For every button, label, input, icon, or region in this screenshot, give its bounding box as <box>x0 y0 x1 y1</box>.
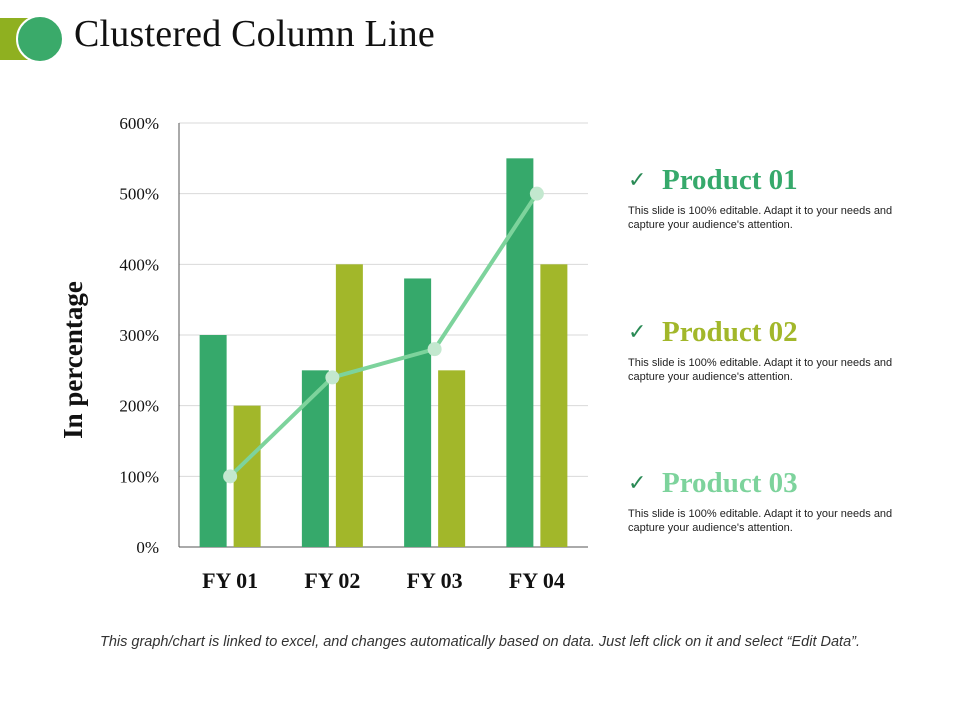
bar-product-02 <box>540 264 568 547</box>
point-product-03 <box>427 342 442 357</box>
bar-product-01 <box>199 335 227 547</box>
legend-label-product-02: Product 02 <box>662 315 798 348</box>
bar-product-02 <box>233 405 261 547</box>
legend-item-product-01: ✓ Product 01 This slide is 100% editable… <box>628 160 928 232</box>
clustered-column-line-chart: 0% 100% 200% 300% 400% 500% 600% In percentage F… <box>58 114 588 593</box>
bar-product-02 <box>438 370 466 547</box>
legend-label-product-01: Product 01 <box>662 163 798 196</box>
legend-item-product-02: ✓ Product 02 This slide is 100% editable… <box>628 312 928 384</box>
bar-product-01 <box>301 370 329 547</box>
page-title: Clustered Column Line <box>74 13 435 55</box>
y-tick-label: 100% <box>119 467 159 486</box>
line-product-03 <box>228 192 539 478</box>
point-product-03 <box>325 370 340 385</box>
footer-note: This graph/chart is linked to excel, and… <box>99 634 861 650</box>
x-tick-label: FY 01 <box>202 568 258 593</box>
y-tick-label: 400% <box>119 255 159 274</box>
point-product-03 <box>529 186 544 201</box>
check-icon: ✓ <box>628 470 647 496</box>
legend-desc-product-03: This slide is 100% editable. Adapt it to… <box>628 508 893 534</box>
y-axis-title: In percentage <box>58 281 88 439</box>
x-tick-label: FY 03 <box>407 568 463 593</box>
point-product-03 <box>223 469 238 484</box>
legend-desc-product-01: This slide is 100% editable. Adapt it to… <box>628 205 893 231</box>
legend-label-product-03: Product 03 <box>662 466 798 499</box>
check-icon: ✓ <box>628 167 647 193</box>
y-tick-label: 600% <box>119 114 159 133</box>
title-accent-circle <box>16 15 64 63</box>
bar-product-01 <box>404 278 432 547</box>
legend-desc-product-02: This slide is 100% editable. Adapt it to… <box>628 357 893 383</box>
x-tick-label: FY 04 <box>509 568 565 593</box>
y-tick-label: 0% <box>136 538 159 557</box>
legend-item-product-03: ✓ Product 03 This slide is 100% editable… <box>628 463 928 535</box>
bar-product-02 <box>335 264 363 547</box>
check-icon: ✓ <box>628 319 647 345</box>
y-tick-label: 300% <box>119 326 159 345</box>
y-tick-label: 200% <box>119 397 159 416</box>
y-tick-label: 500% <box>119 185 159 204</box>
x-tick-label: FY 02 <box>304 568 360 593</box>
